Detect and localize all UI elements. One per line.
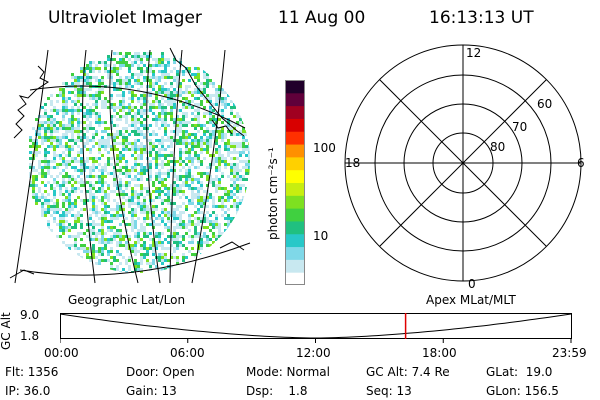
colorbar-segment	[285, 105, 305, 119]
altitude-timeline	[60, 313, 572, 343]
clock-label-0: 0	[468, 277, 476, 291]
status-ip: IP: 36.0	[5, 384, 51, 398]
polar-grid	[344, 44, 582, 282]
status-flight: Flt: 1356	[5, 365, 59, 379]
colorbar-segment	[285, 80, 305, 94]
colorbar-segment	[285, 182, 305, 196]
auroral-image	[9, 47, 251, 284]
colorbar-segment	[285, 272, 305, 285]
caption-geographic: Geographic Lat/Lon	[68, 293, 186, 307]
x-tick-0000: 00:00	[44, 346, 79, 360]
date-label: 11 Aug 00	[278, 8, 366, 28]
colorbar-segment	[285, 220, 305, 235]
ring-label-70: 70	[512, 120, 528, 134]
status-glat: GLat: 19.0	[486, 365, 553, 379]
status-dsp: Dsp: 1.8	[246, 384, 308, 398]
colorbar-segment	[285, 246, 305, 260]
x-tick-2359: 23:59	[552, 346, 587, 360]
colorbar-segment	[285, 156, 305, 171]
status-glon: GLon: 156.5	[486, 384, 559, 398]
app-title: Ultraviolet Imager	[48, 8, 202, 28]
colorbar-tick-100: 100	[313, 141, 336, 155]
colorbar-segment	[285, 169, 305, 183]
ring-label-80: 80	[490, 140, 506, 154]
colorbar-segment	[285, 144, 305, 158]
colorbar-tick-10: 10	[313, 229, 329, 243]
x-tick-1200: 12:00	[296, 346, 331, 360]
colorbar-segment	[285, 92, 305, 107]
colorbar-unit-label: photon cm⁻²s⁻¹	[266, 147, 280, 240]
coastline-outline	[9, 47, 245, 279]
time-label: 16:13:13 UT	[429, 8, 534, 28]
clock-label-12: 12	[466, 46, 482, 60]
gc-alt-axis-label: GC Alt	[0, 312, 13, 350]
clock-label-18: 18	[345, 156, 361, 170]
colorbar-segment	[285, 233, 305, 248]
colorbar-segment	[285, 195, 305, 209]
colorbar-segment	[285, 208, 305, 222]
colorbar-segment	[285, 118, 305, 132]
ring-label-60: 60	[537, 97, 553, 111]
colorbar-segment	[285, 259, 305, 273]
y-tick-9: 9.0	[20, 308, 40, 322]
emission-speckles	[29, 52, 250, 273]
status-seq: Seq: 13	[366, 384, 412, 398]
status-gc-alt: GC Alt: 7.4 Re	[366, 365, 450, 379]
caption-apex: Apex MLat/MLT	[426, 293, 516, 307]
status-gain: Gain: 13	[126, 384, 177, 398]
y-tick-1-8: 1.8	[20, 329, 40, 343]
status-mode: Mode: Normal	[246, 365, 330, 379]
x-tick-0600: 06:00	[170, 346, 205, 360]
status-door: Door: Open	[126, 365, 195, 379]
clock-label-6: 6	[577, 156, 585, 170]
x-tick-1800: 18:00	[422, 346, 457, 360]
lat-lon-grid	[14, 49, 251, 284]
colorbar-segment	[285, 131, 305, 145]
altitude-curve	[60, 313, 572, 339]
color-scale-bar	[285, 80, 305, 285]
